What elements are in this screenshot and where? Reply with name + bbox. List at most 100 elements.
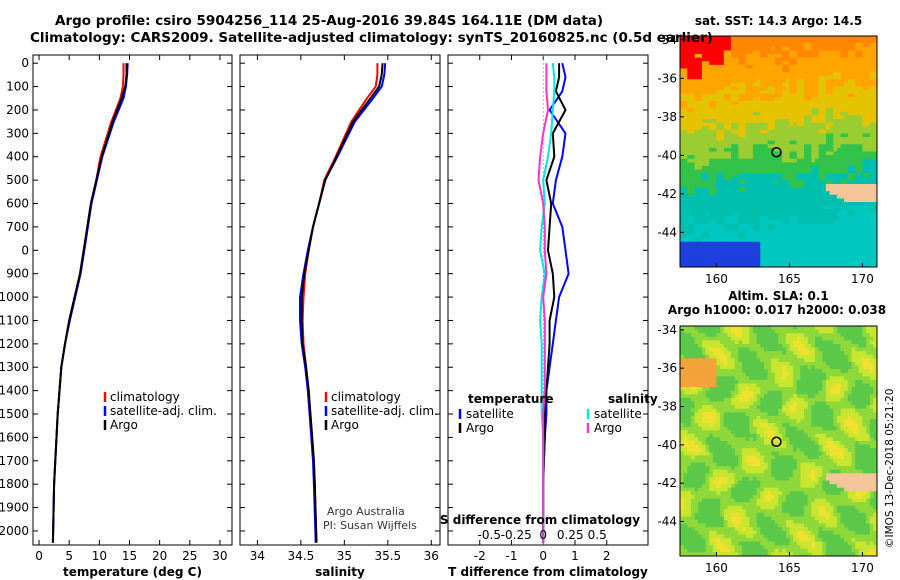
map-cell <box>778 173 783 178</box>
map-cell <box>818 329 823 334</box>
map-cell <box>811 361 816 366</box>
map-cell <box>858 176 863 181</box>
map-cell <box>774 263 779 268</box>
map-cell <box>694 390 699 395</box>
map-cell <box>680 115 685 120</box>
map-cell <box>749 361 754 366</box>
map-cell <box>727 100 732 105</box>
map-cell <box>811 129 816 134</box>
map-cell <box>811 104 816 109</box>
map-cell <box>720 241 725 246</box>
map-cell <box>844 176 849 181</box>
map-cell <box>818 137 823 142</box>
map-cell <box>811 234 816 239</box>
map-cell <box>731 227 736 232</box>
map-cell <box>836 394 841 399</box>
map-cell <box>705 340 710 345</box>
map-cell <box>836 263 841 268</box>
map-cell <box>760 119 765 124</box>
map-cell <box>804 111 809 116</box>
map-cell <box>847 241 852 246</box>
map-cell <box>705 252 710 257</box>
map-cell <box>822 241 827 246</box>
map-cell <box>833 104 838 109</box>
map-cell <box>822 202 827 207</box>
map-cell <box>720 245 725 250</box>
map-cell <box>709 50 714 55</box>
map-cell <box>855 329 860 334</box>
map-cell <box>785 57 790 62</box>
map-cell <box>814 64 820 69</box>
map-cell <box>723 252 728 257</box>
map-cell <box>716 64 721 69</box>
map-cell <box>785 397 790 402</box>
map-cell <box>829 234 834 239</box>
map-cell <box>789 68 794 73</box>
map-cell <box>866 162 871 167</box>
map-cell <box>683 75 688 80</box>
map-cell <box>807 365 812 370</box>
map-cell <box>825 169 830 174</box>
map-cell <box>742 351 747 356</box>
map-cell <box>782 43 787 48</box>
map-cell <box>749 387 754 392</box>
map-cell <box>862 187 867 192</box>
map-cell <box>701 259 706 264</box>
map-cell <box>789 387 794 392</box>
map-cell <box>862 238 867 243</box>
map-cell <box>731 333 736 338</box>
map-cell <box>855 100 860 105</box>
map-cell <box>793 140 798 145</box>
map-cell <box>855 202 860 207</box>
map-cell <box>782 183 787 188</box>
map-cell <box>782 241 787 246</box>
map-cell <box>789 151 794 156</box>
map-cell <box>756 126 761 131</box>
map-cell <box>698 252 703 257</box>
map-cell <box>862 183 867 188</box>
map-cell <box>778 162 783 167</box>
map-cell <box>749 408 754 413</box>
map-cell <box>822 104 827 109</box>
map-cell <box>822 354 827 359</box>
map-cell <box>742 191 747 196</box>
map-cell <box>680 144 685 149</box>
map-cell <box>818 333 823 338</box>
map-cell <box>851 165 856 170</box>
map-cell <box>712 36 717 41</box>
map-cell <box>869 133 874 138</box>
map-cell <box>840 140 845 145</box>
map-cell <box>745 111 750 116</box>
map-cell <box>731 111 736 116</box>
map-cell <box>756 169 761 174</box>
map-cell <box>811 198 816 203</box>
map-cell <box>844 256 849 261</box>
map-cell <box>690 241 695 246</box>
map-cell <box>731 194 736 199</box>
map-cell <box>782 39 787 44</box>
map-cell <box>793 333 798 338</box>
map-cell <box>687 100 692 105</box>
map-cell <box>851 122 856 127</box>
map-cell <box>793 72 798 77</box>
map-cell <box>774 198 779 203</box>
map-cell <box>873 54 878 59</box>
map-cell <box>705 173 710 178</box>
map-cell <box>694 93 699 98</box>
map-cell <box>822 43 827 48</box>
map-cell <box>712 137 717 142</box>
map-cell <box>683 347 688 352</box>
map-cell <box>822 205 827 210</box>
map-cell <box>800 194 805 199</box>
map-cell <box>818 36 823 41</box>
map-cell <box>734 191 739 196</box>
map-cell <box>760 187 765 192</box>
map-cell <box>763 137 768 142</box>
map-cell <box>709 187 714 192</box>
map-cell <box>844 202 849 207</box>
map-cell <box>796 72 801 77</box>
map-cell <box>822 183 827 188</box>
map-cell <box>811 133 816 138</box>
map-cell <box>862 133 867 138</box>
map-cell <box>778 144 783 149</box>
